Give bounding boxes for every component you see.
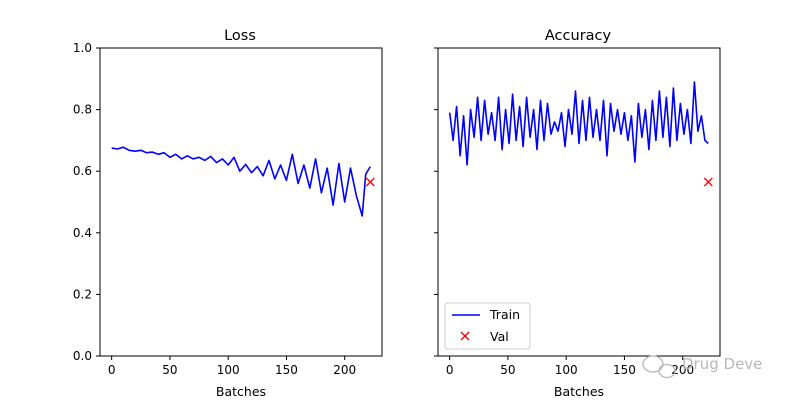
x-tick-label: 50 bbox=[162, 363, 177, 377]
legend: Train Val bbox=[444, 302, 531, 350]
x-tick-label: 100 bbox=[555, 363, 578, 377]
y-tick-label: 0.2 bbox=[73, 287, 92, 301]
loss-xlabel: Batches bbox=[216, 384, 266, 399]
x-tick-label: 200 bbox=[333, 363, 356, 377]
train-series-line bbox=[448, 81, 709, 166]
y-tick-label: 0.8 bbox=[73, 103, 92, 117]
val-point-x-marker bbox=[703, 177, 713, 187]
legend-val-x-icon bbox=[460, 331, 470, 341]
y-tick-label: 0.0 bbox=[73, 349, 92, 363]
watermark-text: Drug Deve bbox=[682, 355, 762, 373]
loss-axes-frame bbox=[99, 47, 383, 357]
x-tick-label: 50 bbox=[500, 363, 515, 377]
accuracy-title: Accuracy bbox=[545, 28, 612, 44]
legend-train-label: Train bbox=[489, 307, 520, 322]
y-tick-label: 0.6 bbox=[73, 164, 92, 178]
loss-panel: Loss 0 50 100 150 200 0.0 0.2 0.4 0.6 0.8 1.0 Bat… bbox=[73, 28, 383, 399]
train-series-line bbox=[111, 146, 371, 217]
wechat-icon bbox=[642, 355, 676, 379]
x-tick-label: 0 bbox=[108, 363, 116, 377]
x-tick-label: 100 bbox=[217, 363, 240, 377]
x-tick-label: 0 bbox=[446, 363, 454, 377]
loss-title: Loss bbox=[224, 28, 256, 44]
y-tick-label: 0.4 bbox=[73, 226, 92, 240]
x-tick-label: 200 bbox=[671, 363, 694, 377]
accuracy-panel: Accuracy 0 50 100 150 200 Batches Train Val bbox=[434, 28, 721, 399]
x-tick-label: 150 bbox=[613, 363, 636, 377]
accuracy-axes-frame bbox=[437, 47, 721, 357]
val-point-x-marker bbox=[365, 177, 375, 187]
x-tick-label: 150 bbox=[275, 363, 298, 377]
y-tick-label: 1.0 bbox=[73, 41, 92, 55]
watermark: Drug Deve bbox=[642, 355, 762, 379]
accuracy-xlabel: Batches bbox=[554, 384, 604, 399]
legend-val-label: Val bbox=[490, 329, 509, 344]
